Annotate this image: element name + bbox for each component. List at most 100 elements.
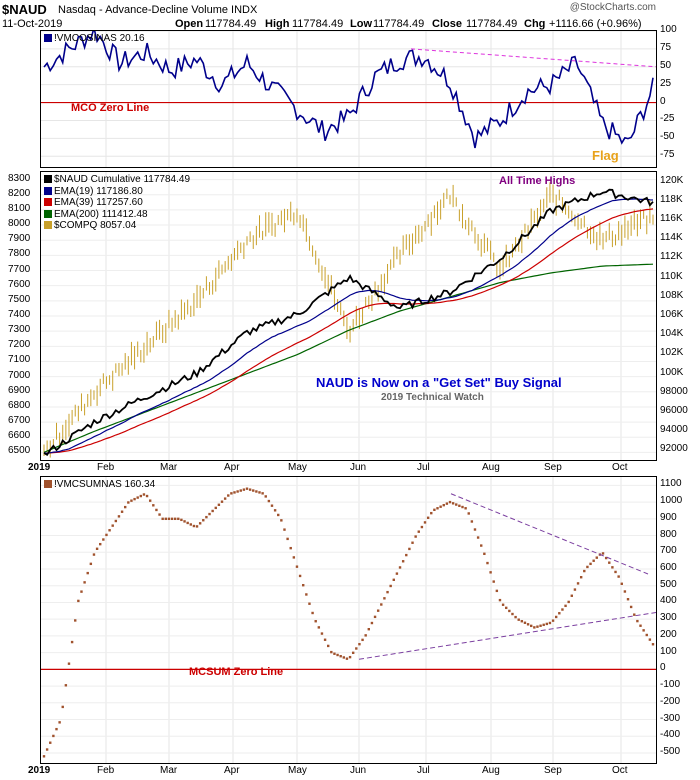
naud-left-y-tick: 7000 xyxy=(8,369,31,381)
mcsum-y-tick: 600 xyxy=(660,561,677,573)
mcsum-point xyxy=(626,598,630,601)
naud-left-y-tick: 7400 xyxy=(8,309,31,320)
mcsum-point xyxy=(127,501,130,504)
mcsum-point xyxy=(386,590,389,594)
mcsum-legend-text: !VMCSUMNAS 160.34 xyxy=(54,479,156,490)
mcsum-point xyxy=(576,582,580,585)
mcsum-x-month: Oct xyxy=(612,765,628,776)
naud-right-y-tick: 110K xyxy=(660,270,683,282)
mcsum-point xyxy=(648,638,652,641)
naud-left-y-tick: 6500 xyxy=(8,445,31,457)
mcsum-point xyxy=(380,603,383,606)
mcsum-point xyxy=(86,571,89,575)
chg-label: Chg xyxy=(524,18,546,30)
mcsum-point xyxy=(545,622,549,626)
mcsum-point xyxy=(483,552,486,556)
mcsum-y-tick: -100 xyxy=(660,679,681,691)
naud-left-y-tick: 7900 xyxy=(8,233,31,245)
mcsum-point xyxy=(639,624,642,627)
mcsum-point xyxy=(445,502,449,505)
mcsum-point xyxy=(439,505,442,508)
naud-panel: $NAUD Cumulative 117784.49 EMA(19) 117186… xyxy=(40,171,657,461)
mcsum-point xyxy=(130,499,133,502)
mcsum-point xyxy=(526,623,530,626)
naud-left-y-tick: 7800 xyxy=(8,248,31,260)
mcsum-point xyxy=(117,515,121,518)
mcsum-point xyxy=(636,619,639,623)
naud-right-y-tick: 114K xyxy=(660,232,683,244)
mcsum-point xyxy=(336,653,339,657)
mcsum-point xyxy=(208,512,211,516)
mcsum-point xyxy=(364,634,367,637)
naud-right-y-tick: 92000 xyxy=(660,443,688,455)
mcsum-point xyxy=(617,575,620,578)
mcsum-point xyxy=(45,748,49,751)
mcsum-point xyxy=(579,576,583,579)
mcsum-point xyxy=(220,500,224,503)
mcsum-point xyxy=(476,536,480,539)
mcsum-point xyxy=(173,517,177,521)
mcsum-point xyxy=(167,517,171,521)
mcsum-x-month: Feb xyxy=(97,765,115,776)
naud-legend-swatch xyxy=(44,198,52,206)
mcsum-point xyxy=(280,519,283,522)
mcsum-y-tick: 700 xyxy=(660,545,677,557)
mco-y-tick: 75 xyxy=(660,41,672,53)
mcsum-point xyxy=(414,535,417,538)
mcsum-point xyxy=(89,562,93,566)
mcsum-point xyxy=(195,525,199,528)
mcsum-point xyxy=(480,544,483,547)
mcsum-point xyxy=(586,565,589,569)
mcsum-point xyxy=(292,556,296,559)
naud-x-month: May xyxy=(288,462,307,473)
flag-label: Flag xyxy=(592,148,619,163)
mcsum-point xyxy=(595,556,598,559)
mcsum-point xyxy=(511,612,514,616)
mcsum-point xyxy=(495,589,499,593)
mcsum-point xyxy=(505,606,508,610)
mcsum-plot xyxy=(41,477,656,763)
mcsum-point xyxy=(376,609,380,612)
naud-left-y-tick: 6600 xyxy=(8,430,31,442)
naud-left-y-tick: 7300 xyxy=(8,324,31,336)
mcsum-point xyxy=(492,580,495,583)
mcsum-point xyxy=(205,515,208,519)
mcsum-point xyxy=(61,705,64,709)
naud-right-y-tick: 98000 xyxy=(660,385,688,397)
mcsum-point xyxy=(501,603,505,606)
mcsum-point xyxy=(561,608,564,611)
mcsum-point xyxy=(242,488,246,491)
mcsum-point xyxy=(192,524,196,528)
mcsum-x-year: 2019 xyxy=(28,765,51,776)
mcsum-point xyxy=(252,489,255,492)
mcsum-point xyxy=(236,490,239,493)
mcsum-point xyxy=(392,578,395,581)
mcsum-x-month: Mar xyxy=(160,765,178,776)
mco-legend-swatch xyxy=(44,34,52,42)
mcsum-point xyxy=(520,620,524,623)
naud-plot xyxy=(41,172,656,460)
naud-legend-swatch xyxy=(44,221,52,229)
mco-y-tick: -25 xyxy=(660,113,675,125)
mco-y-tick: 100 xyxy=(660,24,677,35)
mcsum-point xyxy=(542,623,545,627)
mco-legend-text: !VMCOSINAS 20.16 xyxy=(54,33,145,44)
mcsum-point xyxy=(417,530,420,533)
mcsum-point xyxy=(473,528,477,531)
mcsum-point xyxy=(183,520,186,523)
mcsum-point xyxy=(645,633,648,637)
naud-legend-item: EMA(19) 117186.80 xyxy=(44,186,190,198)
naud-x-month: Aug xyxy=(482,462,500,473)
chart-date: 11-Oct-2019 xyxy=(2,18,63,30)
mcsum-point xyxy=(558,612,561,615)
mcsum-point xyxy=(633,613,636,616)
mcsum-point xyxy=(233,491,236,494)
mcsum-point xyxy=(614,570,617,574)
mcsum-point xyxy=(99,542,102,546)
naud-x-month: Mar xyxy=(160,462,178,473)
mcsum-point xyxy=(114,519,118,523)
mcsum-point xyxy=(436,507,439,510)
mcsum-point xyxy=(42,755,46,758)
mco-plot xyxy=(41,31,656,167)
mcsum-point xyxy=(383,597,386,600)
